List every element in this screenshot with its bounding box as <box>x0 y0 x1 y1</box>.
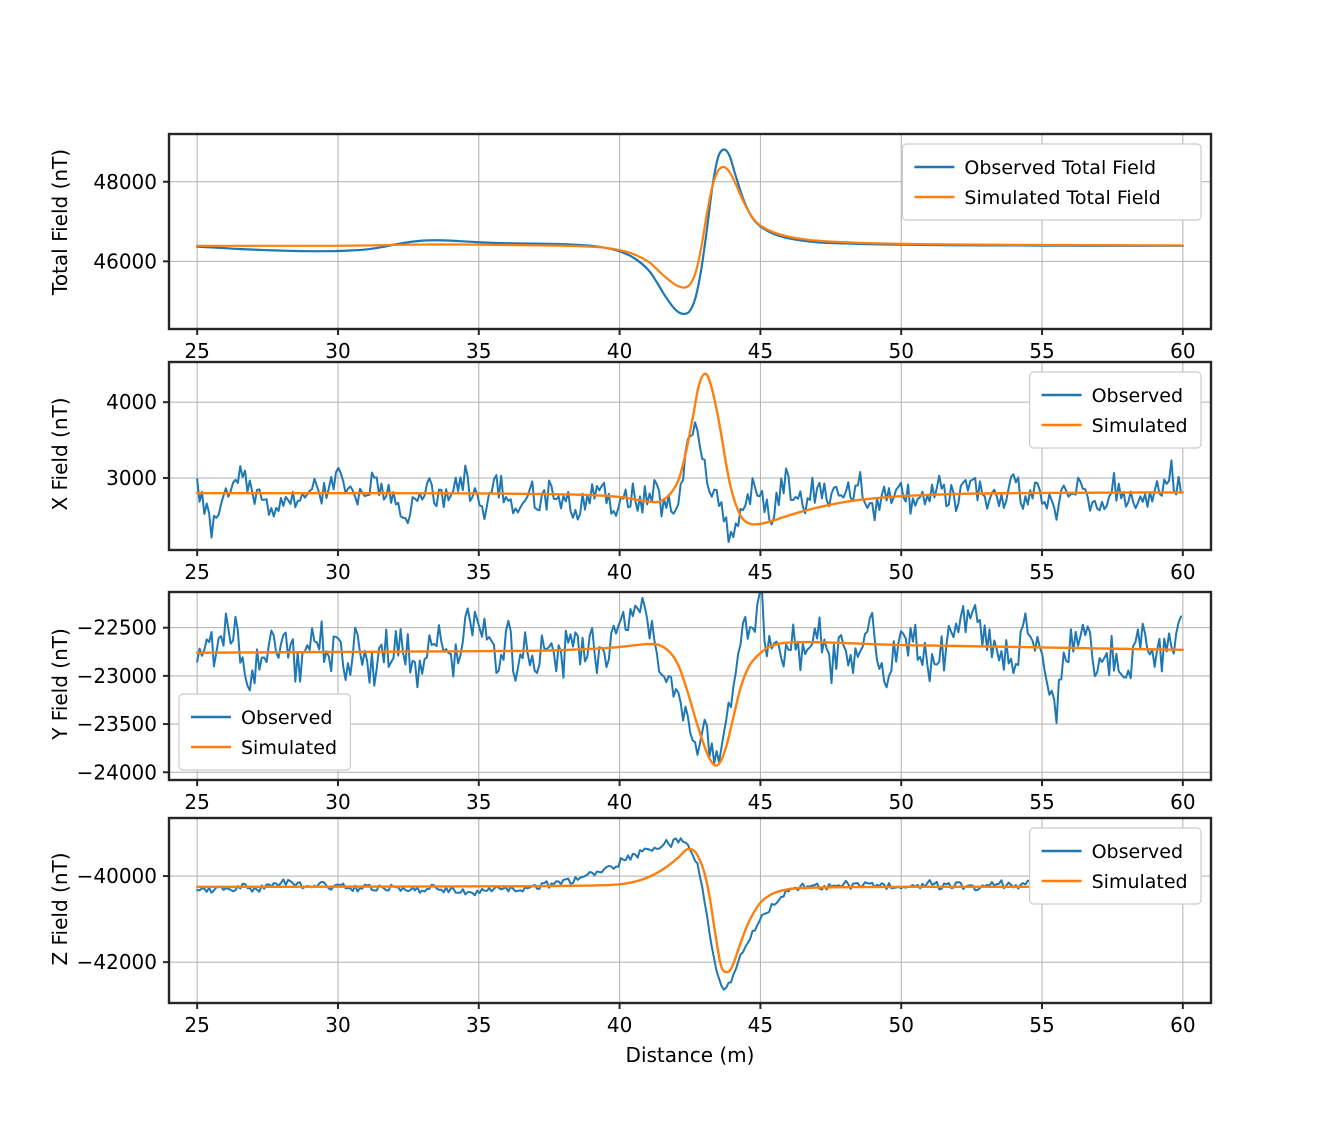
x-axis-label: Distance (m) <box>625 1043 755 1067</box>
x-tick-label: 50 <box>888 790 913 814</box>
legend-label: Observed <box>1092 385 1183 407</box>
y-tick-label: 48000 <box>93 170 157 194</box>
legend-box <box>178 693 351 771</box>
y-tick-label: −24000 <box>77 760 157 784</box>
x-tick-label: 60 <box>1170 790 1195 814</box>
axes-spines <box>167 590 1213 782</box>
x-tick-label: 45 <box>748 339 773 363</box>
y-tick-label: −23500 <box>77 712 157 736</box>
x-tick-label: 35 <box>466 790 491 814</box>
series-simulated <box>195 640 1185 767</box>
plot-panel-total-field: 25 30 35 40 45 50 55 60 46000 48000 Observed Total… <box>93 132 1213 363</box>
legend: Observed Simulated <box>1028 827 1202 905</box>
legend-label: Simulated Total Field <box>964 187 1160 209</box>
y-tick-label: −22500 <box>77 616 157 640</box>
y-tick-label: −23000 <box>77 664 157 688</box>
x-tick-label: 50 <box>888 1013 913 1037</box>
tick-marks: 25 30 35 40 45 50 55 60 −42000 −40000 <box>77 864 1196 1037</box>
legend-label: Observed <box>1092 841 1183 863</box>
data-lines <box>195 837 1185 991</box>
tick-marks: 25 30 35 40 45 50 55 60 46000 48000 <box>93 170 1195 363</box>
legend-label: Simulated <box>1092 415 1188 437</box>
axes-spines <box>167 816 1213 1005</box>
axes-spines <box>167 360 1213 552</box>
x-tick-label: 50 <box>888 339 913 363</box>
x-tick-label: 25 <box>184 560 209 584</box>
x-tick-label: 40 <box>607 339 632 363</box>
x-tick-label: 35 <box>466 339 491 363</box>
tick-marks: 25 30 35 40 45 50 55 60 −24000 −23500 −23000 −22500 <box>77 616 1196 814</box>
legend-box <box>1028 827 1202 905</box>
x-tick-label: 45 <box>748 560 773 584</box>
plot-panel-z-field: 25 30 35 40 45 50 55 60 −42000 −40000 Observed Simu… <box>77 816 1213 1037</box>
legend-label: Observed <box>241 707 332 729</box>
y-axis-label-x-field: X Field (nT) <box>48 397 72 511</box>
legend-box <box>901 143 1202 221</box>
y-tick-label: −40000 <box>77 864 157 888</box>
data-lines <box>195 592 1185 767</box>
legend-label: Observed Total Field <box>964 157 1156 179</box>
legend: Observed Simulated <box>1028 371 1202 449</box>
y-tick-label: 4000 <box>106 390 157 414</box>
x-tick-label: 60 <box>1170 560 1195 584</box>
y-axis-label-total-field: Total Field (nT) <box>48 148 72 295</box>
x-tick-label: 25 <box>184 790 209 814</box>
plot-panel-y-field: 25 30 35 40 45 50 55 60 −24000 −23500 −23000 −22500… <box>77 590 1213 814</box>
legend-label: Simulated <box>1092 871 1188 893</box>
x-tick-label: 30 <box>325 339 350 363</box>
x-tick-label: 50 <box>888 560 913 584</box>
x-tick-label: 35 <box>466 560 491 584</box>
x-tick-label: 40 <box>607 1013 632 1037</box>
series-1 <box>196 165 1184 289</box>
y-axis-label-y-field: Y Field (nT) <box>48 628 72 740</box>
y-tick-label: 46000 <box>93 249 157 273</box>
x-tick-label: 30 <box>325 560 350 584</box>
x-tick-label: 30 <box>325 790 350 814</box>
series-observed <box>196 592 1183 765</box>
x-tick-label: 55 <box>1029 560 1054 584</box>
x-tick-label: 60 <box>1170 1013 1195 1037</box>
legend: Observed Simulated <box>178 693 351 771</box>
y-tick-label: 3000 <box>106 466 157 490</box>
x-tick-label: 30 <box>325 1013 350 1037</box>
y-tick-label: −42000 <box>77 950 157 974</box>
plot-panel-x-field: 25 30 35 40 45 50 55 60 3000 4000 Observed Simulate… <box>106 360 1213 584</box>
x-tick-label: 45 <box>748 1013 773 1037</box>
x-tick-label: 25 <box>184 1013 209 1037</box>
x-tick-label: 45 <box>748 790 773 814</box>
y-axis-label-z-field: Z Field (nT) <box>48 851 72 966</box>
legend-box <box>1028 371 1202 449</box>
series-simulated <box>195 372 1185 526</box>
axes-spines <box>167 132 1213 331</box>
x-tick-label: 40 <box>607 790 632 814</box>
data-lines <box>195 372 1185 544</box>
legend: Observed Total Field Simulated Total Fiel… <box>901 143 1202 221</box>
tick-marks: 25 30 35 40 45 50 55 60 3000 4000 <box>106 390 1195 584</box>
x-tick-label: 55 <box>1029 790 1054 814</box>
x-tick-label: 55 <box>1029 339 1054 363</box>
x-tick-label: 25 <box>184 339 209 363</box>
x-tick-label: 40 <box>607 560 632 584</box>
legend-label: Simulated <box>241 737 337 759</box>
x-tick-label: 60 <box>1170 339 1195 363</box>
series-simulated <box>195 847 1185 974</box>
x-tick-label: 55 <box>1029 1013 1054 1037</box>
grid-lines <box>169 592 1211 780</box>
x-tick-label: 35 <box>466 1013 491 1037</box>
data-lines <box>196 148 1184 316</box>
